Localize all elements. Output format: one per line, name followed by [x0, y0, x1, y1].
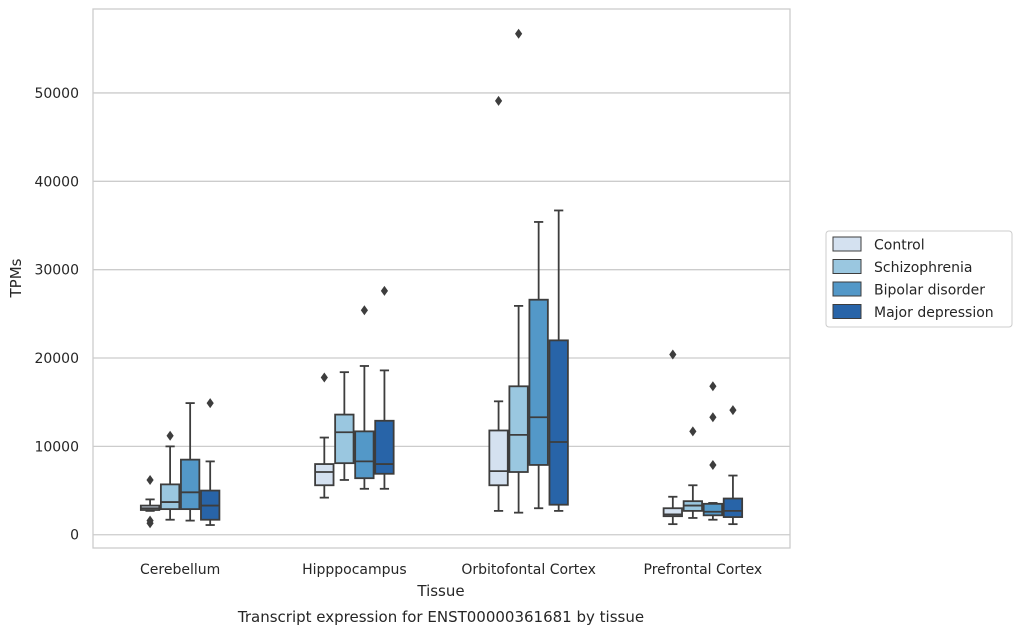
box-iqr — [508, 385, 529, 473]
outlier-point — [494, 95, 503, 106]
x-axis-label: Tissue — [416, 582, 464, 600]
box-iqr — [374, 419, 395, 475]
x-tick-label: Orbitofontal Cortex — [461, 562, 596, 578]
x-tick-label: Prefrontal Cortex — [644, 562, 763, 578]
boxes-layer — [139, 28, 744, 529]
box-iqr — [548, 339, 569, 506]
y-tick-label: 30000 — [34, 263, 79, 279]
box-iqr — [180, 458, 201, 511]
box-group — [139, 474, 161, 529]
box-group — [662, 349, 683, 526]
y-axis-label: TPMs — [7, 258, 25, 298]
outlier-point — [166, 430, 174, 441]
outlier-point — [360, 305, 368, 316]
legend-swatch — [832, 259, 862, 274]
x-tick-labels: Cerebellum Hipppocampus Orbitofontal Corte… — [140, 562, 762, 578]
y-tick-labels: 0 10000 20000 30000 40000 50000 — [34, 86, 79, 544]
box-group — [488, 95, 509, 512]
box-group — [508, 28, 529, 514]
box-group — [722, 405, 744, 526]
outlier-point — [709, 459, 717, 470]
y-tick-label: 40000 — [34, 174, 79, 190]
outlier-point — [146, 474, 154, 485]
legend-entry: Schizophrenia — [874, 260, 972, 276]
plot-frame — [92, 8, 791, 549]
outlier-point — [515, 28, 523, 39]
x-tick-label: Cerebellum — [140, 562, 220, 578]
outlier-point — [146, 518, 154, 529]
outlier-point — [709, 412, 717, 423]
legend-swatch — [832, 236, 862, 252]
outlier-point — [320, 372, 328, 383]
outlier-point — [709, 381, 717, 392]
box-iqr — [528, 298, 549, 466]
box-group — [334, 371, 355, 481]
box-group — [314, 372, 335, 499]
y-tick-label: 20000 — [34, 351, 79, 367]
outlier-point — [206, 398, 214, 409]
y-tick-label: 0 — [70, 528, 79, 544]
outlier-point — [669, 349, 677, 360]
legend-frame — [825, 230, 1013, 328]
box-iqr — [722, 497, 744, 518]
box-group — [180, 402, 201, 522]
box-group — [528, 221, 549, 510]
box-group — [682, 426, 703, 519]
outlier-point — [729, 405, 737, 416]
x-tick-label: Hipppocampus — [302, 562, 407, 578]
chart-caption: Transcript expression for ENST0000036168… — [237, 608, 644, 626]
box-group — [200, 398, 221, 526]
grid-lines — [93, 92, 790, 536]
box-iqr — [702, 502, 724, 517]
box-iqr — [488, 429, 509, 487]
legend: Control Schizophrenia Bipolar disorder Majo… — [825, 230, 1013, 328]
box-iqr — [314, 463, 335, 487]
legend-swatch — [832, 304, 862, 319]
box-group — [374, 285, 395, 490]
y-tick-label: 50000 — [34, 86, 79, 102]
box-iqr — [159, 483, 181, 511]
outlier-point — [689, 426, 697, 437]
legend-entry: Major depression — [874, 305, 994, 321]
box-group — [702, 381, 724, 521]
box-group — [354, 305, 375, 490]
box-group — [548, 209, 569, 512]
box-iqr — [354, 430, 375, 480]
legend-entry: Bipolar disorder — [874, 283, 985, 299]
outlier-point — [380, 285, 389, 296]
y-tick-label: 10000 — [34, 439, 79, 455]
box-iqr — [334, 413, 355, 465]
legend-swatch — [832, 281, 862, 297]
box-group — [159, 430, 181, 521]
box-iqr — [662, 507, 683, 518]
legend-entry: Control — [874, 238, 925, 254]
